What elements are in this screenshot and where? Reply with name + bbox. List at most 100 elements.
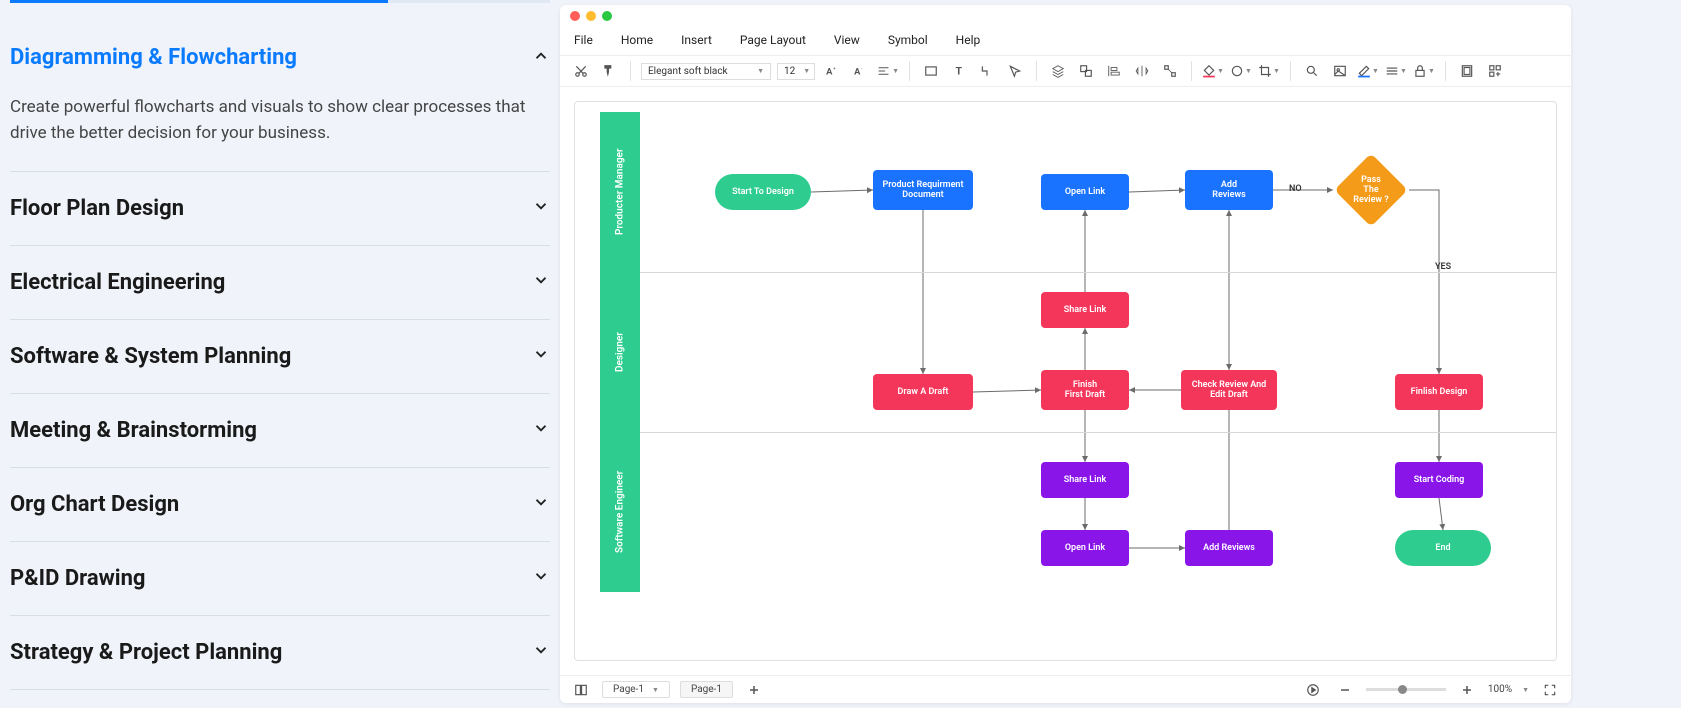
accordion-header[interactable]: P&ID Drawing — [10, 542, 550, 615]
align-icon[interactable]: ▼ — [877, 60, 899, 82]
play-icon[interactable] — [1302, 679, 1324, 701]
page-select[interactable]: Page-1▼ — [602, 681, 670, 698]
accordion-item: Floor Plan Design — [10, 172, 550, 246]
lock-icon[interactable]: ▼ — [1413, 60, 1435, 82]
zoom-in-icon[interactable] — [1456, 679, 1478, 701]
node-n_addrev2[interactable]: Add Reviews — [1185, 530, 1273, 566]
statusbar: Page-1▼ Page-1 100%▼ — [560, 675, 1571, 703]
chevron-down-icon — [532, 419, 550, 441]
accordion-body: Create powerful flowcharts and visuals t… — [10, 94, 550, 171]
svg-text:-: - — [861, 67, 863, 72]
node-n_check[interactable]: Check Review AndEdit Draft — [1181, 370, 1277, 410]
font-size-select[interactable]: 12▼ — [777, 63, 815, 80]
accordion-header[interactable]: Strategy & Project Planning — [10, 616, 550, 689]
distribute-icon[interactable] — [1159, 60, 1181, 82]
node-n_end[interactable]: End — [1395, 530, 1491, 566]
fill-color-icon[interactable]: ▼ — [1202, 60, 1224, 82]
node-n_prd[interactable]: Product RequirmentDocument — [873, 170, 973, 210]
node-n_finish[interactable]: FinishFirst Draft — [1041, 370, 1129, 410]
format-painter-icon[interactable] — [598, 60, 620, 82]
font-decrease-icon[interactable]: A- — [849, 60, 871, 82]
accordion-header[interactable]: Software & System Planning — [10, 320, 550, 393]
chevron-down-icon — [532, 567, 550, 589]
node-n_pass[interactable]: Pass TheReview ? — [1334, 153, 1408, 227]
add-page-icon[interactable] — [743, 679, 765, 701]
accordion-title: Meeting & Brainstorming — [10, 418, 257, 443]
accordion-item: P&ID Drawing — [10, 542, 550, 616]
image-icon[interactable] — [1329, 60, 1351, 82]
accordion-header[interactable]: Org Chart Design — [10, 468, 550, 541]
line-color-icon[interactable]: ▼ — [1357, 60, 1379, 82]
node-n_addrev[interactable]: AddReviews — [1185, 170, 1273, 210]
accordion-header[interactable]: Floor Plan Design — [10, 172, 550, 245]
lane-divider — [640, 272, 1556, 273]
accordion-item: Software & System Planning — [10, 320, 550, 394]
toolbar: Elegant soft black▼ 12▼ A+ A- ▼ T ▼ ▼ ▼ … — [560, 55, 1571, 87]
page-setup-icon[interactable] — [1456, 60, 1478, 82]
close-dot[interactable] — [570, 11, 580, 21]
align-objects-icon[interactable] — [1103, 60, 1125, 82]
menu-page-layout[interactable]: Page Layout — [740, 33, 806, 47]
accordion-header[interactable]: Electrical Engineering — [10, 246, 550, 319]
progress-bar — [10, 0, 550, 3]
menu-home[interactable]: Home — [621, 33, 653, 47]
flip-icon[interactable] — [1131, 60, 1153, 82]
fullscreen-icon[interactable] — [1539, 679, 1561, 701]
menu-view[interactable]: View — [834, 33, 860, 47]
accordion-item: Meeting & Brainstorming — [10, 394, 550, 468]
font-select[interactable]: Elegant soft black▼ — [641, 63, 771, 80]
zoom-out-icon[interactable] — [1334, 679, 1356, 701]
swimlane-pm: Producter Manager — [600, 112, 640, 272]
menu-file[interactable]: File — [574, 33, 593, 47]
progress-fill — [10, 0, 388, 3]
shape-style-icon[interactable]: ▼ — [1230, 60, 1252, 82]
canvas[interactable]: Producter ManagerDesignerSoftware Engine… — [574, 101, 1557, 661]
menu-insert[interactable]: Insert — [681, 33, 712, 47]
font-increase-icon[interactable]: A+ — [821, 60, 843, 82]
pages-icon[interactable] — [570, 679, 592, 701]
accordion-header[interactable]: Meeting & Brainstorming — [10, 394, 550, 467]
node-n_share2[interactable]: Share Link — [1041, 462, 1129, 498]
edge-label: NO — [1289, 184, 1302, 194]
search-icon[interactable] — [1301, 60, 1323, 82]
shape-rect-icon[interactable] — [920, 60, 942, 82]
chevron-down-icon — [532, 345, 550, 367]
line-style-icon[interactable]: ▼ — [1385, 60, 1407, 82]
crop-icon[interactable]: ▼ — [1258, 60, 1280, 82]
arrange-icon[interactable] — [1484, 60, 1506, 82]
node-n_share1[interactable]: Share Link — [1041, 292, 1129, 328]
titlebar — [560, 5, 1571, 27]
menu-help[interactable]: Help — [956, 33, 981, 47]
layers-icon[interactable] — [1047, 60, 1069, 82]
node-n_open2[interactable]: Open Link — [1041, 530, 1129, 566]
zoom-slider[interactable] — [1366, 688, 1446, 691]
chevron-down-icon — [532, 197, 550, 219]
chevron-down-icon — [532, 271, 550, 293]
page-tab[interactable]: Page-1 — [680, 681, 733, 698]
node-n_open1[interactable]: Open Link — [1041, 174, 1129, 210]
node-n_fdesign[interactable]: Finlish Design — [1395, 374, 1483, 410]
menu-symbol[interactable]: Symbol — [888, 33, 928, 47]
accordion-item: Strategy & Project Planning — [10, 616, 550, 690]
node-n_coding[interactable]: Start Coding — [1395, 462, 1483, 498]
chevron-down-icon — [532, 641, 550, 663]
node-n_start[interactable]: Start To Design — [715, 174, 811, 210]
app-window: FileHomeInsertPage LayoutViewSymbolHelp … — [560, 5, 1571, 703]
maximize-dot[interactable] — [602, 11, 612, 21]
connector-icon[interactable] — [976, 60, 998, 82]
minimize-dot[interactable] — [586, 11, 596, 21]
text-tool-icon[interactable]: T — [948, 60, 970, 82]
chevron-up-icon — [532, 47, 550, 69]
accordion-title: Diagramming & Flowcharting — [10, 45, 297, 70]
accordion-title: Software & System Planning — [10, 344, 291, 369]
pointer-icon[interactable] — [1004, 60, 1026, 82]
group-icon[interactable] — [1075, 60, 1097, 82]
accordion-header[interactable]: Diagramming & Flowcharting — [10, 21, 550, 94]
cut-icon[interactable] — [570, 60, 592, 82]
svg-text:+: + — [833, 67, 836, 72]
swimlane-se: Software Engineer — [600, 432, 640, 592]
accordion-item: Org Chart Design — [10, 468, 550, 542]
menubar: File Home Insert Page Layout View Symbol Help — [560, 27, 1571, 55]
svg-text:A: A — [826, 67, 833, 78]
node-n_draw[interactable]: Draw A Draft — [873, 374, 973, 410]
